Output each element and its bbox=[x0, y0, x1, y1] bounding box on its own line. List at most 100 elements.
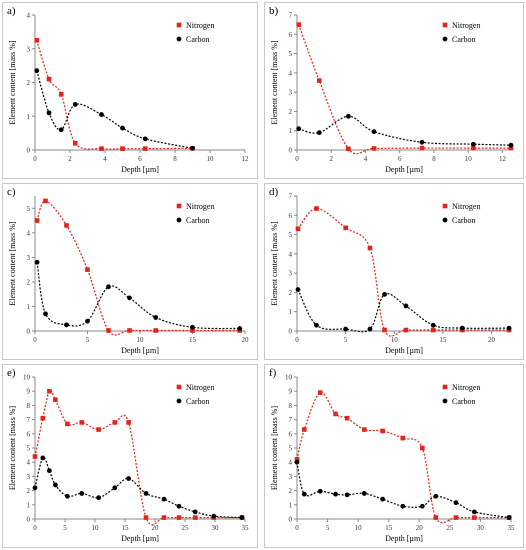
carbon-point bbox=[120, 125, 125, 131]
x-axis-title: Depth [µm] bbox=[121, 534, 159, 543]
carbon-point bbox=[471, 509, 477, 515]
legend-marker-nitrogen bbox=[176, 384, 182, 390]
carbon-point bbox=[314, 322, 319, 328]
carbon-point bbox=[237, 326, 243, 331]
y-tick-label: 1 bbox=[27, 113, 31, 121]
y-axis-title: Element content [mass %] bbox=[8, 40, 17, 125]
nitrogen-point bbox=[192, 515, 198, 520]
nitrogen-point bbox=[380, 428, 385, 434]
carbon-point bbox=[400, 503, 406, 509]
y-axis-title: Element content [mass %] bbox=[270, 221, 279, 306]
x-tick-label: 8 bbox=[173, 155, 177, 163]
carbon-point bbox=[367, 326, 373, 332]
nitrogen-point bbox=[32, 454, 38, 459]
panel-label: b) bbox=[269, 5, 279, 17]
nitrogen-point bbox=[99, 146, 104, 151]
series-trendline-nitrogen bbox=[36, 40, 193, 150]
legend-label-carbon: Carbon bbox=[452, 397, 476, 406]
nitrogen-point bbox=[344, 415, 350, 421]
carbon-point bbox=[403, 303, 409, 309]
y-tick-label: 6 bbox=[27, 430, 31, 438]
y-tick-label: 5 bbox=[289, 445, 293, 453]
legend-label-nitrogen: Nitrogen bbox=[186, 202, 214, 211]
nitrogen-point bbox=[176, 515, 182, 520]
legend-marker-nitrogen bbox=[442, 384, 448, 390]
nitrogen-point bbox=[361, 427, 367, 432]
chart-f-plot: 0 5 10 15 20 25 30 35 0 1 2 3 4 5 6 7 8 9 10 Depth [µm] Elem… bbox=[270, 374, 515, 544]
x-tick-label: 10 bbox=[92, 524, 100, 532]
panel-label: e) bbox=[7, 367, 16, 379]
carbon-point bbox=[382, 291, 387, 297]
x-tick-label: 15 bbox=[439, 336, 447, 344]
carbon-point bbox=[192, 509, 198, 515]
carbon-point bbox=[453, 500, 459, 506]
nitrogen-point bbox=[294, 457, 300, 462]
x-tick-label: 35 bbox=[242, 524, 250, 532]
carbon-point bbox=[96, 495, 101, 501]
carbon-point bbox=[46, 110, 52, 116]
carbon-point bbox=[106, 284, 111, 290]
carbon-point bbox=[161, 496, 167, 502]
x-tick-label: 25 bbox=[446, 524, 454, 532]
carbon-point bbox=[112, 485, 118, 491]
nitrogen-point bbox=[142, 146, 148, 151]
carbon-point bbox=[371, 129, 377, 135]
panel-label: c) bbox=[7, 186, 16, 198]
y-tick-label: 1 bbox=[289, 308, 293, 316]
carbon-point bbox=[343, 326, 349, 332]
y-axis-title: Element content [mass %] bbox=[270, 40, 279, 125]
x-tick-label: 20 bbox=[488, 336, 496, 344]
series-trendline-nitrogen bbox=[296, 391, 510, 524]
nitrogen-point bbox=[143, 515, 149, 520]
nitrogen-point bbox=[317, 390, 323, 395]
carbon-point bbox=[430, 322, 436, 328]
nitrogen-point bbox=[302, 427, 307, 432]
carbon-point bbox=[99, 112, 104, 117]
nitrogen-point bbox=[40, 415, 46, 421]
x-tick-label: 10 bbox=[355, 524, 363, 532]
x-axis-title: Depth [µm] bbox=[121, 165, 159, 174]
carbon-point bbox=[176, 503, 182, 509]
nitrogen-point bbox=[34, 38, 40, 43]
y-tick-label: 0 bbox=[289, 328, 293, 336]
carbon-point bbox=[127, 295, 132, 301]
y-tick-label: 2 bbox=[27, 278, 31, 286]
x-tick-label: 12 bbox=[499, 155, 507, 163]
y-tick-label: 4 bbox=[27, 12, 31, 20]
y-tick-label: 4 bbox=[289, 459, 293, 467]
nitrogen-point bbox=[314, 206, 319, 211]
x-axis-title: Depth [µm] bbox=[385, 346, 423, 355]
carbon-point bbox=[295, 287, 301, 292]
nitrogen-point bbox=[153, 328, 159, 333]
series-trendline-carbon bbox=[36, 70, 193, 149]
nitrogen-point bbox=[472, 515, 477, 520]
y-tick-label: 0 bbox=[27, 147, 31, 155]
chart-panel-f: f) 0 5 10 15 20 25 30 35 0 1 2 3 4 5 6 7 8 9 10 Depth [µm] E… bbox=[264, 364, 524, 548]
chart-panel-c: c) 0 5 10 15 20 0 1 2 3 4 5 Depth [µm] Element conte… bbox=[2, 183, 258, 360]
series-trendline-carbon bbox=[298, 115, 512, 146]
y-tick-label: 1 bbox=[27, 501, 31, 509]
nitrogen-point bbox=[346, 146, 351, 152]
nitrogen-point bbox=[295, 226, 301, 232]
carbon-point bbox=[459, 325, 465, 331]
y-tick-label: 2 bbox=[289, 487, 293, 495]
y-tick-label: 5 bbox=[289, 231, 293, 239]
carbon-point bbox=[470, 141, 476, 147]
nitrogen-point bbox=[53, 397, 58, 403]
y-tick-label: 3 bbox=[27, 45, 31, 53]
panel-label: a) bbox=[7, 5, 16, 17]
chart-panel-b: b) 0 2 4 6 8 10 12 0 1 2 3 4 5 6 7 Depth [µm] Element co… bbox=[264, 2, 524, 179]
nitrogen-point bbox=[403, 327, 409, 333]
carbon-point bbox=[34, 259, 40, 265]
nitrogen-point bbox=[471, 145, 476, 151]
y-tick-label: 3 bbox=[289, 270, 293, 278]
carbon-point bbox=[345, 113, 351, 119]
legend-marker-carbon bbox=[176, 217, 182, 223]
x-tick-label: 10 bbox=[207, 155, 215, 163]
y-tick-label: 6 bbox=[289, 212, 293, 220]
x-tick-label: 2 bbox=[329, 155, 333, 163]
carbon-point bbox=[317, 488, 323, 494]
legend-label-carbon: Carbon bbox=[186, 397, 210, 406]
y-tick-label: 9 bbox=[27, 388, 31, 396]
